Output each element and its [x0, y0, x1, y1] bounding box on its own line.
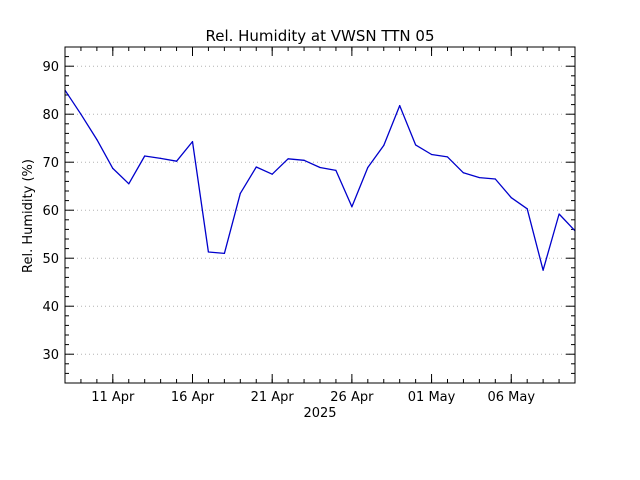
y-tick-label: 70 — [42, 156, 59, 171]
x-axis-label: 2025 — [303, 406, 336, 421]
data-point — [223, 252, 225, 254]
data-point — [303, 159, 305, 161]
data-point — [367, 166, 369, 169]
data-point — [319, 166, 321, 169]
data-point — [255, 166, 257, 168]
humidity-series-line — [64, 89, 576, 271]
y-tick-label: 60 — [42, 204, 59, 219]
data-point — [351, 206, 353, 208]
x-tick-label: 11 Apr — [91, 390, 135, 405]
data-point — [478, 176, 480, 179]
y-tick-label: 90 — [42, 60, 59, 75]
data-point — [191, 140, 194, 143]
data-point — [128, 183, 130, 185]
data-point — [446, 156, 449, 158]
data-point — [558, 213, 560, 215]
plot-frame — [64, 46, 576, 384]
data-point — [494, 178, 496, 180]
x-tick-label: 01 May — [408, 390, 456, 405]
x-tick-label: 26 Apr — [330, 390, 374, 405]
data-point — [415, 144, 417, 146]
data-point — [526, 208, 528, 210]
y-axis-label: Rel. Humidity (%) — [21, 159, 36, 273]
axis-ticks: 30 40 50 60 70 80 90 11 Apr 16 Apr 21 Apr 26 Apr 01… — [42, 46, 576, 405]
x-tick-label: 21 Apr — [251, 390, 295, 405]
chart-title: Rel. Humidity at VWSN TTN 05 — [205, 27, 434, 45]
data-point — [175, 160, 178, 162]
data-point — [287, 158, 289, 160]
data-point — [144, 155, 146, 157]
data-point — [96, 139, 98, 141]
data-point — [112, 167, 114, 170]
data-point — [542, 269, 544, 271]
data-point — [430, 153, 433, 156]
data-point — [462, 172, 465, 174]
data-point — [335, 169, 337, 171]
series-layer — [64, 89, 576, 271]
y-tick-label: 30 — [42, 348, 59, 363]
data-point — [399, 104, 401, 107]
y-tick-label: 80 — [42, 108, 59, 123]
data-point — [160, 157, 162, 159]
data-point — [207, 251, 210, 253]
data-point — [271, 173, 273, 175]
x-tick-label: 06 May — [487, 390, 535, 405]
y-tick-label: 50 — [42, 252, 59, 267]
data-point — [383, 144, 385, 146]
data-point — [239, 192, 241, 194]
y-tick-label: 40 — [42, 300, 59, 315]
data-point — [80, 113, 82, 115]
grid-lines — [65, 65, 575, 355]
x-tick-label: 16 Apr — [171, 390, 215, 405]
data-point — [510, 197, 512, 199]
